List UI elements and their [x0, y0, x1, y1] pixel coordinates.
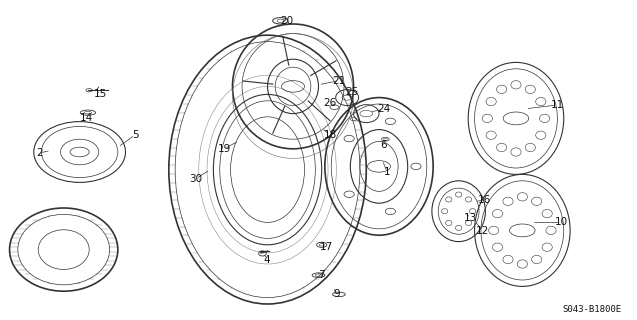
- Text: 15: 15: [94, 89, 107, 100]
- Text: 2: 2: [36, 148, 43, 158]
- Text: 17: 17: [320, 242, 333, 252]
- Text: 19: 19: [218, 144, 231, 154]
- Text: 1: 1: [384, 167, 390, 177]
- Text: 12: 12: [476, 226, 489, 236]
- Text: 20: 20: [280, 16, 293, 26]
- Text: 5: 5: [132, 130, 138, 140]
- Text: 21: 21: [333, 76, 345, 86]
- Text: 13: 13: [464, 213, 476, 223]
- Text: 30: 30: [190, 173, 203, 184]
- Text: 10: 10: [555, 217, 568, 228]
- Text: 24: 24: [377, 104, 390, 115]
- Text: 4: 4: [263, 255, 269, 265]
- Text: S043-B1800E: S043-B1800E: [562, 305, 621, 314]
- Text: 25: 25: [345, 87, 358, 97]
- Text: 6: 6: [380, 140, 387, 150]
- Text: 14: 14: [80, 113, 93, 124]
- Text: 18: 18: [324, 130, 336, 140]
- Text: 11: 11: [551, 100, 564, 110]
- Text: 7: 7: [318, 269, 325, 280]
- Text: 9: 9: [333, 289, 340, 299]
- Text: 26: 26: [324, 98, 336, 108]
- Text: 16: 16: [478, 195, 490, 205]
